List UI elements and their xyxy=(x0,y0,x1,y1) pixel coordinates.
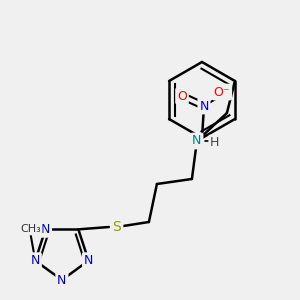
Text: CH₃: CH₃ xyxy=(20,224,41,234)
Text: O: O xyxy=(177,89,187,103)
Text: S: S xyxy=(112,220,121,234)
Text: O⁻: O⁻ xyxy=(214,85,230,98)
Text: H: H xyxy=(210,136,220,149)
Text: N: N xyxy=(41,223,50,236)
Text: N: N xyxy=(84,254,93,267)
Text: N: N xyxy=(199,100,209,112)
Text: N: N xyxy=(192,134,202,148)
Text: N: N xyxy=(57,274,67,286)
Text: N: N xyxy=(31,254,40,267)
